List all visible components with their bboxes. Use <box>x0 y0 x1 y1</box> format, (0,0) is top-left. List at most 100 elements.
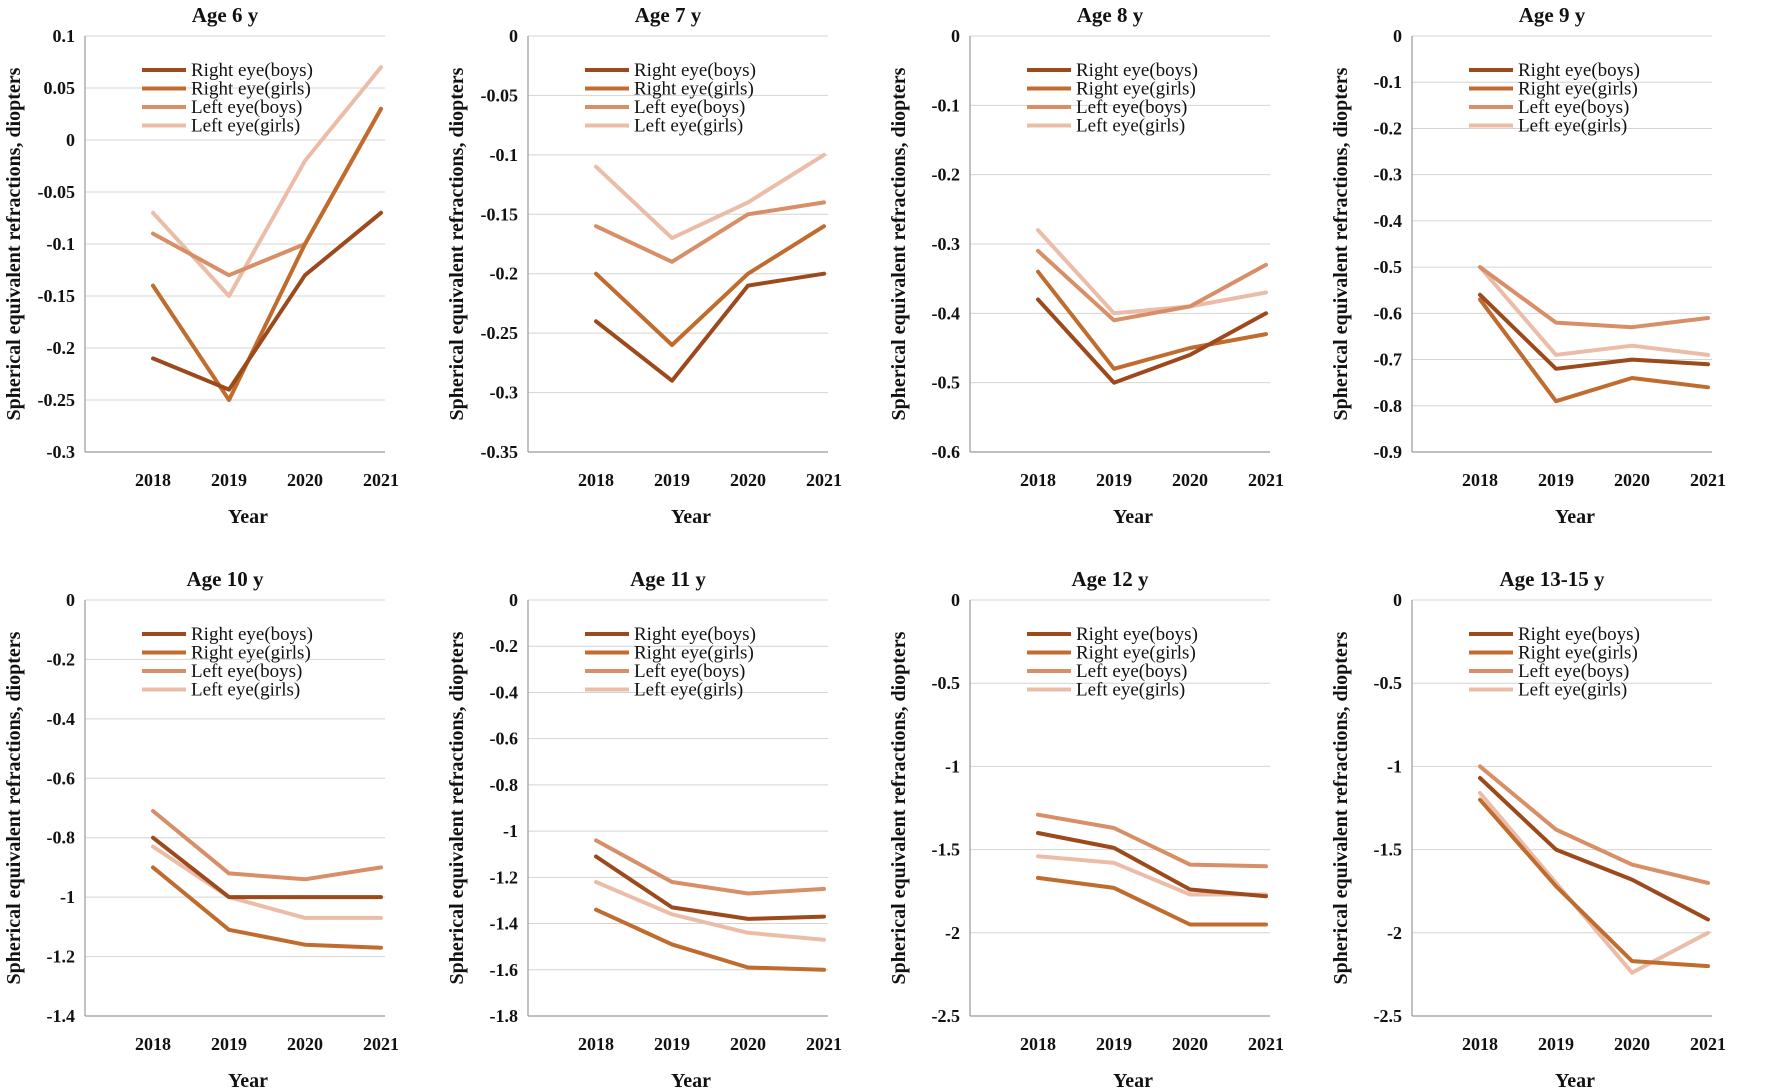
x-tick-label: 2020 <box>1614 1034 1650 1054</box>
series-line-left-girls <box>594 152 826 241</box>
y-tick-label: -0.1 <box>47 234 76 254</box>
y-tick-label: 0 <box>66 130 75 150</box>
series-line-right-girls <box>151 106 383 402</box>
x-tick-label: 2018 <box>578 1034 614 1054</box>
y-tick-label: -2.5 <box>1374 1006 1403 1026</box>
series-line-left-boys <box>594 200 826 264</box>
y-axis-label: Spherical equivalent refractions, diopte… <box>3 67 25 420</box>
x-tick-label: 2019 <box>211 470 247 490</box>
legend: Right eye(boys)Right eye(girls)Left eye(… <box>1027 624 1198 701</box>
x-tick-label: 2018 <box>135 470 171 490</box>
legend-label: Left eye(boys) <box>634 97 745 118</box>
legend: Right eye(boys)Right eye(girls)Left eye(… <box>142 624 313 701</box>
x-tick-label: 2020 <box>1614 470 1650 490</box>
x-tick-label: 2019 <box>654 470 690 490</box>
legend-label: Right eye(boys) <box>191 60 313 81</box>
x-axis-label: Year <box>1555 1070 1595 1092</box>
y-tick-label: -0.25 <box>481 323 519 343</box>
x-tick-label: 2021 <box>806 1034 842 1054</box>
y-tick-label: -0.2 <box>47 649 76 669</box>
series-line-right-girls <box>594 907 826 972</box>
legend-label: Right eye(girls) <box>1518 643 1638 664</box>
y-tick-label: -0.4 <box>490 682 519 702</box>
chart-panel-7: Age 12 y 0 -0.5 -1 -1.5 -2 -2.5 2018 2019 2020 202… <box>888 567 1284 1092</box>
y-tick-label: -1 <box>945 756 960 776</box>
chart-panel-3: Age 8 y 0 -0.1 -0.2 -0.3 -0.4 -0.5 -0.6 2018 2019… <box>888 3 1284 528</box>
x-tick-label: 2021 <box>363 470 399 490</box>
y-tick-label: -1 <box>503 821 518 841</box>
series-line-right-girls <box>151 865 383 950</box>
x-tick-label: 2021 <box>363 1034 399 1054</box>
legend-label: Right eye(girls) <box>191 79 311 100</box>
legend-label: Left eye(girls) <box>634 116 743 137</box>
y-tick-label: -0.6 <box>932 442 961 462</box>
legend-label: Right eye(girls) <box>1076 79 1196 100</box>
y-tick-label: -0.6 <box>490 729 519 749</box>
y-tick-label: -1.5 <box>932 840 961 860</box>
chart-title: Age 9 y <box>1519 3 1586 27</box>
y-axis-label: Spherical equivalent refractions, diopte… <box>446 67 468 420</box>
legend-label: Left eye(girls) <box>634 680 743 701</box>
legend-label: Left eye(girls) <box>1518 680 1627 701</box>
y-tick-label: -0.5 <box>1374 673 1403 693</box>
x-axis-label: Year <box>671 1070 711 1092</box>
legend-label: Left eye(girls) <box>191 116 300 137</box>
y-tick-label: 0 <box>951 590 960 610</box>
y-tick-label: -0.05 <box>38 182 76 202</box>
x-tick-label: 2018 <box>1020 1034 1056 1054</box>
y-tick-label: -0.5 <box>932 373 961 393</box>
y-tick-label: -1.4 <box>47 1006 76 1026</box>
legend-label: Right eye(boys) <box>634 60 756 81</box>
y-tick-label: 0 <box>1393 590 1402 610</box>
x-tick-label: 2020 <box>1172 470 1208 490</box>
y-tick-label: -0.4 <box>1374 211 1403 231</box>
y-tick-label: -0.05 <box>481 85 519 105</box>
series-line-right-boys <box>1036 831 1268 899</box>
legend-label: Right eye(girls) <box>1518 79 1638 100</box>
series-line-right-boys <box>151 835 383 900</box>
x-tick-label: 2019 <box>211 1034 247 1054</box>
y-tick-label: 0.05 <box>44 78 76 98</box>
y-tick-label: -0.8 <box>1374 396 1403 416</box>
y-tick-label: -0.1 <box>490 145 519 165</box>
y-tick-label: -0.8 <box>490 775 519 795</box>
y-tick-label: -0.1 <box>932 95 961 115</box>
legend-label: Left eye(girls) <box>1518 116 1627 137</box>
y-tick-label: -1.5 <box>1374 840 1403 860</box>
legend: Right eye(boys)Right eye(girls)Left eye(… <box>1027 60 1198 137</box>
chart-panel-6: Age 11 y 0 -0.2 -0.4 -0.6 -0.8 -1 -1.2 -1.4 -1.6 -… <box>446 567 842 1092</box>
legend: Right eye(boys)Right eye(girls)Left eye(… <box>585 60 756 137</box>
x-tick-label: 2018 <box>578 470 614 490</box>
legend-label: Right eye(boys) <box>191 624 313 645</box>
x-axis-label: Year <box>228 506 268 528</box>
series-line-right-boys <box>1478 292 1710 371</box>
x-tick-label: 2018 <box>1020 470 1056 490</box>
x-tick-label: 2020 <box>287 1034 323 1054</box>
y-tick-label: -0.15 <box>481 204 519 224</box>
x-tick-label: 2018 <box>135 1034 171 1054</box>
series-line-right-boys <box>594 854 826 921</box>
series-line-right-boys <box>1478 776 1710 922</box>
series-line-left-boys <box>1036 812 1268 869</box>
legend-label: Left eye(boys) <box>191 97 302 118</box>
x-tick-label: 2019 <box>1538 1034 1574 1054</box>
x-tick-label: 2020 <box>730 470 766 490</box>
y-tick-label: 0 <box>509 26 518 46</box>
series-line-right-girls <box>1478 297 1710 404</box>
x-tick-label: 2021 <box>1690 1034 1726 1054</box>
y-tick-label: -0.4 <box>932 303 961 323</box>
y-tick-label: -1.4 <box>490 914 519 934</box>
legend: Right eye(boys)Right eye(girls)Left eye(… <box>1469 60 1640 137</box>
legend-label: Right eye(girls) <box>1076 643 1196 664</box>
y-tick-label: -0.9 <box>1374 442 1403 462</box>
series-line-right-boys <box>594 271 826 383</box>
x-tick-label: 2020 <box>287 470 323 490</box>
y-axis-label: Spherical equivalent refractions, diopte… <box>888 631 910 984</box>
chart-title: Age 10 y <box>187 567 264 591</box>
y-tick-label: -1.8 <box>490 1006 519 1026</box>
x-tick-label: 2021 <box>806 470 842 490</box>
y-tick-label: -0.2 <box>1374 118 1403 138</box>
legend: Right eye(boys)Right eye(girls)Left eye(… <box>1469 624 1640 701</box>
y-tick-label: -2 <box>945 923 960 943</box>
y-tick-label: -0.2 <box>490 264 519 284</box>
